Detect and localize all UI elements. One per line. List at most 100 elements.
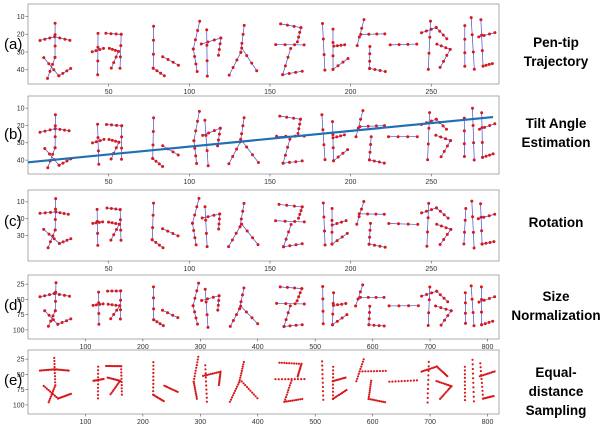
sample-point [471, 311, 475, 314]
sample-point [284, 398, 287, 401]
sample-point [53, 356, 56, 359]
stroke-line [360, 125, 385, 127]
sample-point [53, 33, 57, 37]
sample-point [345, 388, 348, 392]
sample-point [244, 310, 248, 314]
sample-point [403, 379, 406, 383]
sample-point [119, 32, 123, 36]
sample-point [217, 138, 220, 142]
sample-point [120, 390, 123, 393]
sample-point [444, 392, 447, 395]
sample-point [479, 370, 482, 373]
stroke-line [478, 296, 495, 303]
sample-point [217, 222, 221, 226]
sample-point [387, 304, 391, 308]
sample-point [364, 370, 367, 373]
y-tick-label: 25 [17, 282, 25, 289]
sample-point [53, 55, 57, 59]
sample-point [472, 158, 476, 162]
sample-point [297, 216, 300, 220]
sample-point [235, 387, 238, 390]
sample-point [462, 142, 466, 146]
sample-point [369, 383, 372, 386]
sample-point [91, 303, 95, 307]
sample-point [472, 395, 475, 398]
sample-point [463, 373, 466, 376]
sample-point [117, 140, 121, 144]
sample-point [278, 114, 282, 118]
sample-point [191, 221, 194, 225]
x-tick-label: 100 [80, 344, 92, 351]
sample-point [366, 295, 370, 299]
sample-point [216, 303, 220, 307]
sample-point [425, 368, 428, 371]
sample-point [435, 42, 439, 46]
sample-point [203, 118, 207, 122]
handwriting-trajectory [38, 281, 497, 329]
sample-point [294, 70, 298, 74]
sample-point [254, 395, 257, 398]
sample-point [283, 219, 287, 223]
sample-point [211, 372, 214, 375]
size-normalization-label: Size Normalization [508, 287, 604, 325]
sample-point [256, 322, 260, 326]
sample-point [439, 44, 443, 48]
stroke-line [322, 23, 326, 71]
sample-point [427, 378, 430, 381]
sample-point [447, 383, 450, 387]
sample-point [45, 368, 48, 372]
sample-point [120, 380, 123, 384]
sample-point [340, 316, 344, 320]
sample-point [97, 312, 101, 315]
sample-point [206, 215, 210, 219]
y-tick-label: 75 [17, 312, 25, 319]
sample-point [162, 400, 165, 403]
pen-tip-trajectory-label: Pen-tip Trajectory [508, 33, 604, 71]
stroke-line [427, 286, 431, 326]
sample-point [361, 109, 365, 113]
sample-point [193, 38, 197, 42]
sample-point [295, 299, 299, 303]
sample-point [242, 286, 246, 290]
sample-point [480, 323, 484, 327]
sample-point [242, 363, 245, 366]
sample-point [415, 379, 418, 382]
sample-point [378, 69, 382, 72]
sample-point [446, 300, 450, 304]
sample-point [250, 61, 254, 65]
sample-point [281, 73, 285, 77]
sample-point [63, 37, 67, 41]
sample-point [195, 397, 198, 400]
sample-point [102, 377, 105, 381]
x-tick-label: 50 [105, 179, 113, 186]
plot-frame [27, 95, 500, 175]
sample-point [48, 240, 52, 244]
sample-point [426, 230, 429, 234]
sample-point [151, 226, 155, 230]
stroke-line [240, 138, 259, 163]
sample-point [115, 365, 118, 368]
sample-point [49, 319, 53, 323]
tilt-fit-line [28, 115, 494, 164]
sample-point [114, 55, 118, 59]
sample-point [194, 372, 197, 375]
step-line-1: Pen-tip [533, 35, 579, 50]
sample-point [438, 65, 442, 69]
sample-point [151, 213, 155, 217]
sample-point [301, 397, 304, 401]
sample-point [427, 383, 430, 386]
sample-point [52, 389, 55, 393]
sample-point [239, 300, 243, 304]
sample-point [285, 23, 289, 27]
sample-point [384, 369, 387, 372]
sample-point [480, 310, 483, 314]
sample-point [112, 61, 116, 65]
sample-point [369, 385, 372, 388]
sample-point [302, 220, 306, 224]
sample-point [105, 206, 109, 210]
sample-point [293, 302, 297, 306]
sample-point [335, 222, 339, 225]
x-tick-label: 400 [252, 419, 264, 426]
sample-point [479, 366, 482, 369]
sample-point [287, 72, 291, 75]
